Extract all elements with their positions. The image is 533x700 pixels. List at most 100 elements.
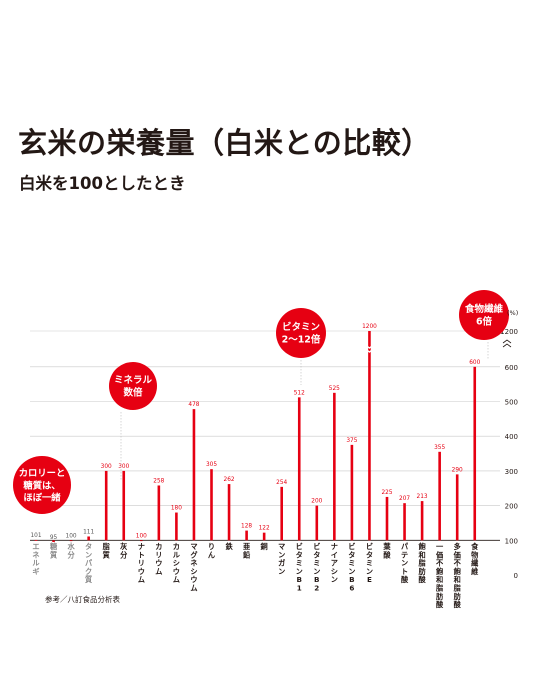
bar: [69, 540, 73, 542]
category-char: ガ: [278, 559, 285, 568]
category-char: ト: [401, 567, 408, 576]
category-char: ビ: [313, 542, 320, 551]
value-label: 225: [381, 490, 392, 496]
bar: [210, 469, 213, 541]
category-char: 繊: [471, 559, 479, 568]
category-char: 肪: [454, 592, 462, 601]
bar: [192, 409, 196, 541]
category-char: タ: [366, 550, 373, 559]
category-char: ギ: [32, 567, 39, 576]
bar: [403, 503, 406, 541]
category-char: ビ: [296, 542, 303, 551]
category-char: ン: [296, 567, 303, 576]
category-char: 物: [471, 550, 478, 559]
category-char: B: [297, 575, 302, 584]
category-char: ビ: [366, 542, 373, 551]
category-char: 質: [85, 575, 92, 584]
y-tick-label: 600: [505, 364, 518, 372]
bar: [438, 451, 441, 541]
value-label: 262: [224, 477, 235, 483]
bar: [297, 397, 301, 541]
bar: [52, 540, 55, 543]
y-tick-label: 400: [505, 433, 518, 441]
bars: 101エネルギ95糖質100水分111タンパク質300脂質300灰分100ナトリ…: [30, 324, 480, 609]
category-char: ネ: [190, 559, 197, 568]
category-char: ん: [208, 550, 215, 559]
bar: [333, 392, 336, 541]
category-char: ミ: [366, 559, 373, 568]
category-char: 2: [314, 584, 319, 593]
category-char: 酸: [454, 600, 462, 609]
y-tick-label: 300: [505, 468, 518, 476]
category-char: ビ: [348, 542, 355, 551]
value-label: 300: [118, 464, 129, 470]
value-label: 128: [241, 524, 252, 530]
bar: [473, 366, 477, 541]
value-label: 95: [50, 535, 58, 541]
category-char: ン: [313, 567, 320, 576]
category-char: B: [314, 575, 319, 584]
y-tick-label: 200: [505, 503, 518, 511]
category-label: 亜鉛: [243, 542, 251, 559]
value-label: 213: [417, 494, 428, 500]
value-label: 254: [276, 480, 287, 486]
category-char: ミ: [296, 559, 303, 568]
value-label: 258: [153, 478, 164, 484]
category-char: ナ: [138, 542, 145, 551]
bar: [385, 496, 389, 541]
category-char: エ: [32, 542, 39, 551]
category-char: グ: [190, 550, 198, 559]
category-char: 多: [454, 542, 461, 551]
category-char: 脂: [102, 542, 111, 551]
bar: [280, 486, 283, 541]
category-char: ウ: [155, 559, 162, 568]
category-char: 脂: [435, 584, 444, 593]
category-char: 分: [120, 550, 128, 559]
bar: [175, 512, 178, 541]
category-char: ウ: [190, 575, 197, 584]
category-char: B: [349, 575, 354, 584]
bar: [34, 539, 38, 541]
category-char: 水: [66, 542, 75, 551]
category-char: シ: [173, 559, 180, 568]
value-label: 305: [206, 462, 217, 468]
value-label: 290: [452, 467, 463, 473]
callout-text: 6倍: [476, 316, 493, 328]
category-char: 酸: [418, 575, 426, 584]
callout-text: 食物繊維: [464, 303, 504, 315]
category-char: ウ: [138, 567, 145, 576]
bar: [157, 485, 161, 541]
bar: [368, 331, 371, 541]
value-label: 207: [399, 496, 410, 502]
bar: [245, 530, 248, 541]
bar: [104, 470, 108, 541]
category-char: パ: [401, 542, 409, 551]
bar: [227, 484, 231, 541]
y-tick-label: 0: [514, 572, 518, 580]
category-char: 糖: [50, 542, 58, 551]
category-char: 酸: [401, 575, 409, 584]
category-char: カ: [173, 542, 180, 551]
value-label: 375: [346, 438, 357, 444]
value-label: 101: [30, 533, 41, 539]
category-char: マ: [190, 542, 197, 551]
category-char: 1: [297, 584, 302, 593]
category-char: タ: [85, 542, 92, 551]
y-tick-label: 1200: [500, 328, 518, 336]
category-char: ナ: [331, 542, 338, 551]
category-label: 食物繊維: [470, 542, 479, 576]
value-label: 300: [101, 464, 112, 470]
category-char: マ: [278, 542, 285, 551]
value-label: 512: [294, 390, 305, 396]
bar: [122, 470, 126, 541]
category-char: シ: [331, 567, 338, 576]
y-tick-label: 100: [505, 537, 518, 545]
category-char: 和: [417, 550, 425, 559]
